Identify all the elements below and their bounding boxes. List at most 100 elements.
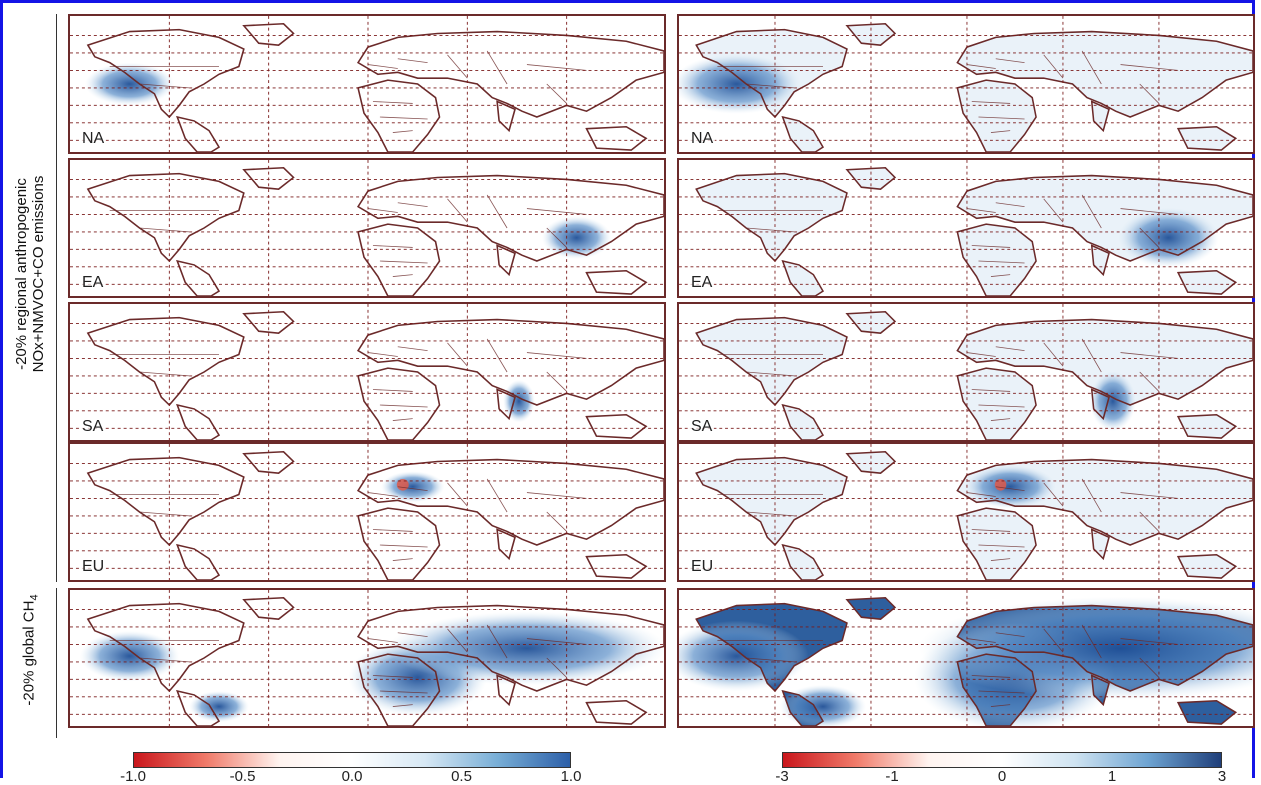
coastline [845,450,897,474]
map-panel-na-left: NA [68,14,666,154]
coastline [356,458,664,546]
border [978,544,1025,548]
border [392,274,413,277]
border [139,227,190,233]
colorbar-right-tick: 0 [997,768,1007,785]
border [995,632,1025,638]
coastline [1176,699,1238,725]
coastline [86,456,245,547]
border [746,657,795,663]
border [546,511,567,532]
coastline [356,174,664,262]
colorbar-left-tick: 1.0 [560,768,582,785]
coastline [1176,269,1238,295]
border [971,389,1011,392]
response-blob [779,684,867,726]
map-panel-ch4-right [677,588,1255,728]
landmass [177,405,219,440]
landmass [957,80,1037,152]
border [526,208,587,215]
border [372,245,413,248]
border [746,227,795,233]
coastline [956,507,1037,580]
border [379,690,428,694]
row5-bracket [56,588,57,738]
region-label: NA [689,130,716,148]
landmass [87,317,244,406]
coastline [956,318,1253,406]
coastline [585,553,648,579]
border [397,632,428,638]
border [990,418,1011,421]
coastline [86,172,245,263]
coastline [356,30,664,118]
coastline [695,28,848,119]
border [990,130,1011,133]
border [978,404,1025,408]
landmass [358,80,440,152]
border [139,371,190,377]
border [966,492,996,497]
colorbar-left-tick: -0.5 [229,768,256,785]
border [1139,657,1160,678]
border [1081,50,1102,85]
coastline [1176,553,1238,579]
coastline [496,388,516,421]
coastline [356,318,664,406]
coastline [845,22,897,46]
map-svg [679,590,1253,726]
border [546,83,567,104]
border [379,544,428,548]
landmass [586,414,647,439]
coastline [845,596,897,620]
border [392,704,413,707]
border [971,529,1011,532]
border [1081,624,1102,659]
map-panel-ch4-left [68,588,666,728]
coastline [357,223,441,296]
response-blob [380,471,445,503]
border [139,511,190,517]
border [367,352,398,357]
border [1081,194,1102,229]
border [546,371,567,392]
border [486,194,508,229]
row-group-label-line1: -20% regional anthropogenic [13,178,30,370]
border [447,628,468,653]
response-blob [387,611,664,686]
border [397,346,428,352]
border [1043,198,1064,223]
coastline [357,507,441,580]
border [379,116,428,120]
border [978,260,1025,264]
border [372,101,413,104]
coastline [695,456,848,547]
landmass [957,368,1037,440]
border [372,675,413,678]
colorbar-left-tick: -1.0 [120,768,146,785]
border [1139,83,1160,104]
region-label: EU [689,558,716,576]
region-label: EU [80,558,107,576]
map-panel-sa-right: SA [677,302,1255,442]
border [1139,371,1160,392]
coastline [695,172,848,263]
border [397,486,428,492]
coastline [956,653,1037,726]
border [1120,492,1179,499]
coastline [1090,674,1110,707]
border [1139,227,1160,248]
border [966,208,996,213]
border [139,657,190,663]
landmass [358,368,440,440]
border [397,58,428,64]
coastline [86,316,245,407]
landmass [696,457,847,546]
border [1043,54,1064,79]
coastline [357,79,441,152]
map-svg [679,304,1253,440]
coastline [695,602,848,693]
border [1120,64,1179,71]
border [746,83,795,89]
region-label: EA [80,274,106,292]
